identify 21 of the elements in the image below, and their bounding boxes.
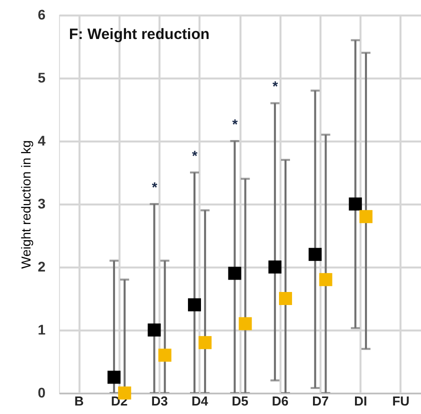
x-tick-label: D6 bbox=[272, 394, 289, 408]
y-tick-label: 5 bbox=[38, 70, 46, 86]
annotation: * bbox=[232, 116, 238, 132]
x-tick-label: D3 bbox=[151, 394, 168, 408]
x-tick-label: D4 bbox=[191, 394, 209, 408]
y-tick-label: 1 bbox=[38, 322, 46, 338]
annotation: * bbox=[272, 78, 278, 94]
x-tick-label: D5 bbox=[232, 394, 248, 408]
y-tick-label: 2 bbox=[38, 258, 46, 274]
x-tick-label: DI bbox=[354, 394, 368, 408]
x-tick-label: B bbox=[74, 394, 84, 408]
x-tick-label: FU bbox=[392, 394, 410, 408]
y-axis-title: Weight reduction in kg bbox=[18, 140, 34, 269]
y-tick-label: 3 bbox=[38, 196, 46, 212]
y-tick-label: 6 bbox=[38, 6, 46, 22]
y-tick-label: 4 bbox=[38, 132, 46, 148]
x-tick-label: D7 bbox=[312, 394, 329, 408]
annotation: * bbox=[192, 148, 198, 164]
text: F: Weight reduction bbox=[69, 26, 210, 43]
y-tick-label: 0 bbox=[38, 384, 46, 400]
annotation: * bbox=[152, 179, 158, 195]
